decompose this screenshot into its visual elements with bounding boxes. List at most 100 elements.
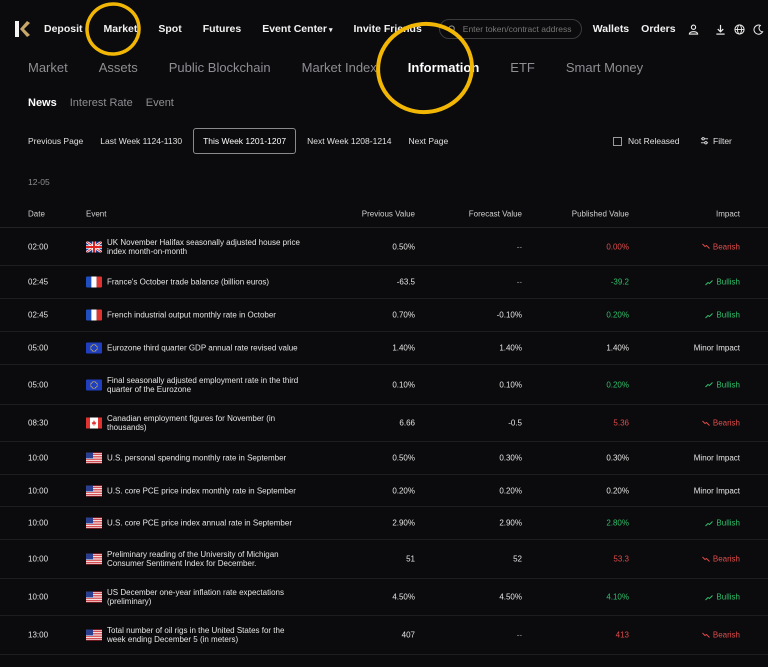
row-time: 10:00 — [28, 486, 49, 495]
table-row[interactable]: 02:45 French industrial output monthly ra… — [0, 299, 768, 332]
not-released-toggle[interactable]: Not Released — [613, 136, 680, 146]
nav-market[interactable]: Market — [104, 23, 138, 35]
subtab-interest-rate[interactable]: Interest Rate — [69, 97, 133, 109]
nav-deposit-label: Deposit — [44, 23, 83, 35]
row-event[interactable]: Total number of oil rigs in the United S… — [107, 626, 285, 644]
row-event[interactable]: Eurozone third quarter GDP annual rate r… — [107, 343, 298, 353]
user-icon[interactable] — [688, 22, 699, 36]
row-event[interactable]: Canadian employment figures for November… — [107, 414, 276, 432]
row-time: 08:30 — [28, 418, 49, 428]
next-page-button[interactable]: Next Page — [408, 136, 449, 146]
row-published-value: 5.36 — [613, 418, 629, 428]
row-previous-value: 6.66 — [399, 418, 415, 428]
row-impact: Bearish — [702, 419, 740, 428]
flag-fr-icon — [86, 276, 102, 288]
row-event[interactable]: Preliminary reading of the University of… — [107, 550, 279, 568]
tab-etf[interactable]: ETF — [510, 59, 535, 75]
row-previous-value: 1.40% — [392, 343, 415, 353]
trend-down-icon — [702, 556, 710, 562]
row-previous-value: -63.5 — [396, 277, 415, 287]
this-week-button[interactable]: This Week 1201-1207 — [193, 128, 297, 154]
tab-public-blockchain[interactable]: Public Blockchain — [168, 59, 271, 75]
date-group-header: 12-05 — [28, 177, 50, 187]
table-row[interactable]: 10:00 U.S. core PCE price index annual ra… — [0, 507, 768, 540]
search-icon — [448, 24, 457, 33]
row-forecast-value: 0.20% — [499, 486, 522, 495]
table-row[interactable]: 10:00 US December one-year inflation rate… — [0, 579, 768, 616]
row-time: 10:00 — [28, 554, 49, 564]
logo-icon[interactable] — [12, 19, 32, 39]
theme-moon-icon[interactable] — [753, 22, 764, 36]
row-event[interactable]: French industrial output monthly rate in… — [107, 310, 276, 320]
row-forecast-value: -0.10% — [496, 310, 522, 320]
trend-up-icon — [705, 594, 714, 600]
download-icon[interactable] — [715, 22, 726, 36]
row-published-value: 53.3 — [613, 554, 629, 564]
subtab-news[interactable]: News — [28, 97, 57, 109]
previous-page-button[interactable]: Previous Page — [28, 136, 84, 146]
filter-button[interactable]: Filter — [700, 136, 732, 146]
row-impact: Bullish — [705, 278, 740, 287]
next-week-button[interactable]: Next Week 1208-1214 — [307, 136, 392, 146]
row-published-value: 1.40% — [606, 343, 629, 353]
table-row[interactable]: 10:00 U.S. core PCE price index monthly r… — [0, 475, 768, 507]
row-event[interactable]: US December one-year inflation rate expe… — [107, 588, 284, 606]
trend-up-icon — [705, 382, 714, 388]
globe-icon[interactable] — [734, 22, 745, 36]
nav-spot[interactable]: Spot — [158, 23, 181, 35]
search-input[interactable] — [462, 24, 573, 34]
tab-assets[interactable]: Assets — [98, 59, 138, 75]
row-previous-value: 2.90% — [392, 518, 415, 528]
wallets-link[interactable]: Wallets — [592, 23, 630, 35]
table-header: Date Event Previous Value Forecast Value… — [0, 200, 768, 228]
flag-us-icon — [86, 591, 102, 603]
table-row[interactable]: 10:00 U.S. personal spending monthly rate… — [0, 442, 768, 475]
row-event[interactable]: Final seasonally adjusted employment rat… — [107, 375, 299, 394]
row-impact-label: Minor Impact — [693, 486, 740, 495]
row-event[interactable]: U.S. core PCE price index annual rate in… — [107, 518, 292, 528]
tab-market[interactable]: Market — [28, 59, 68, 75]
table-row[interactable]: 05:00 Eurozone third quarter GDP annual r… — [0, 332, 768, 365]
row-time: 10:00 — [28, 453, 49, 463]
row-time: 05:00 — [28, 380, 49, 389]
row-impact: Bullish — [705, 311, 740, 320]
row-impact: Bullish — [705, 593, 740, 602]
tab-smart-money[interactable]: Smart Money — [565, 59, 644, 75]
table-row[interactable]: 02:00 UK November Halifax seasonally adju… — [0, 228, 768, 266]
row-previous-value: 0.20% — [392, 486, 415, 495]
row-event[interactable]: UK November Halifax seasonally adjusted … — [107, 237, 300, 256]
row-forecast-value: -- — [516, 242, 522, 251]
nav-futures[interactable]: Futures — [203, 23, 242, 35]
tab-market-index[interactable]: Market Index — [301, 59, 377, 75]
nav-event-center[interactable]: Event Center ▾ — [262, 23, 332, 35]
not-released-checkbox[interactable] — [613, 136, 622, 146]
row-event[interactable]: France's October trade balance (billion … — [107, 277, 270, 287]
search-box[interactable] — [438, 19, 582, 39]
row-time: 10:00 — [28, 592, 49, 602]
row-impact-label: Minor Impact — [693, 343, 740, 353]
subtab-event[interactable]: Event — [145, 97, 174, 109]
table-row[interactable]: 08:30 Canadian employment figures for Nov… — [0, 405, 768, 442]
flag-fr-icon — [86, 309, 102, 321]
row-forecast-value: -- — [516, 630, 522, 640]
row-impact-label: Bullish — [716, 380, 740, 389]
row-impact: Bearish — [702, 242, 740, 251]
table-row[interactable]: 02:45 France's October trade balance (bil… — [0, 266, 768, 299]
row-event[interactable]: U.S. personal spending monthly rate in S… — [107, 453, 287, 463]
nav-invite-friends[interactable]: Invite Friends — [354, 23, 422, 35]
nav-deposit[interactable]: Deposit — [44, 23, 83, 35]
flag-ca-icon — [86, 417, 102, 429]
row-previous-value: 0.70% — [392, 310, 415, 320]
row-published-value: 0.30% — [606, 453, 629, 463]
trend-up-icon — [705, 279, 714, 285]
table-row[interactable]: 10:00 Preliminary reading of the Universi… — [0, 540, 768, 579]
row-event[interactable]: U.S. core PCE price index monthly rate i… — [107, 486, 296, 495]
tab-information[interactable]: Information — [407, 59, 480, 75]
row-previous-value: 0.10% — [392, 380, 415, 389]
last-week-button[interactable]: Last Week 1124-1130 — [100, 136, 183, 146]
row-previous-value: 51 — [406, 554, 415, 564]
table-row[interactable]: 13:00 Total number of oil rigs in the Uni… — [0, 616, 768, 655]
table-row[interactable]: 05:00 Final seasonally adjusted employmen… — [0, 365, 768, 405]
filter-icon — [700, 137, 709, 145]
orders-link[interactable]: Orders — [641, 23, 676, 35]
